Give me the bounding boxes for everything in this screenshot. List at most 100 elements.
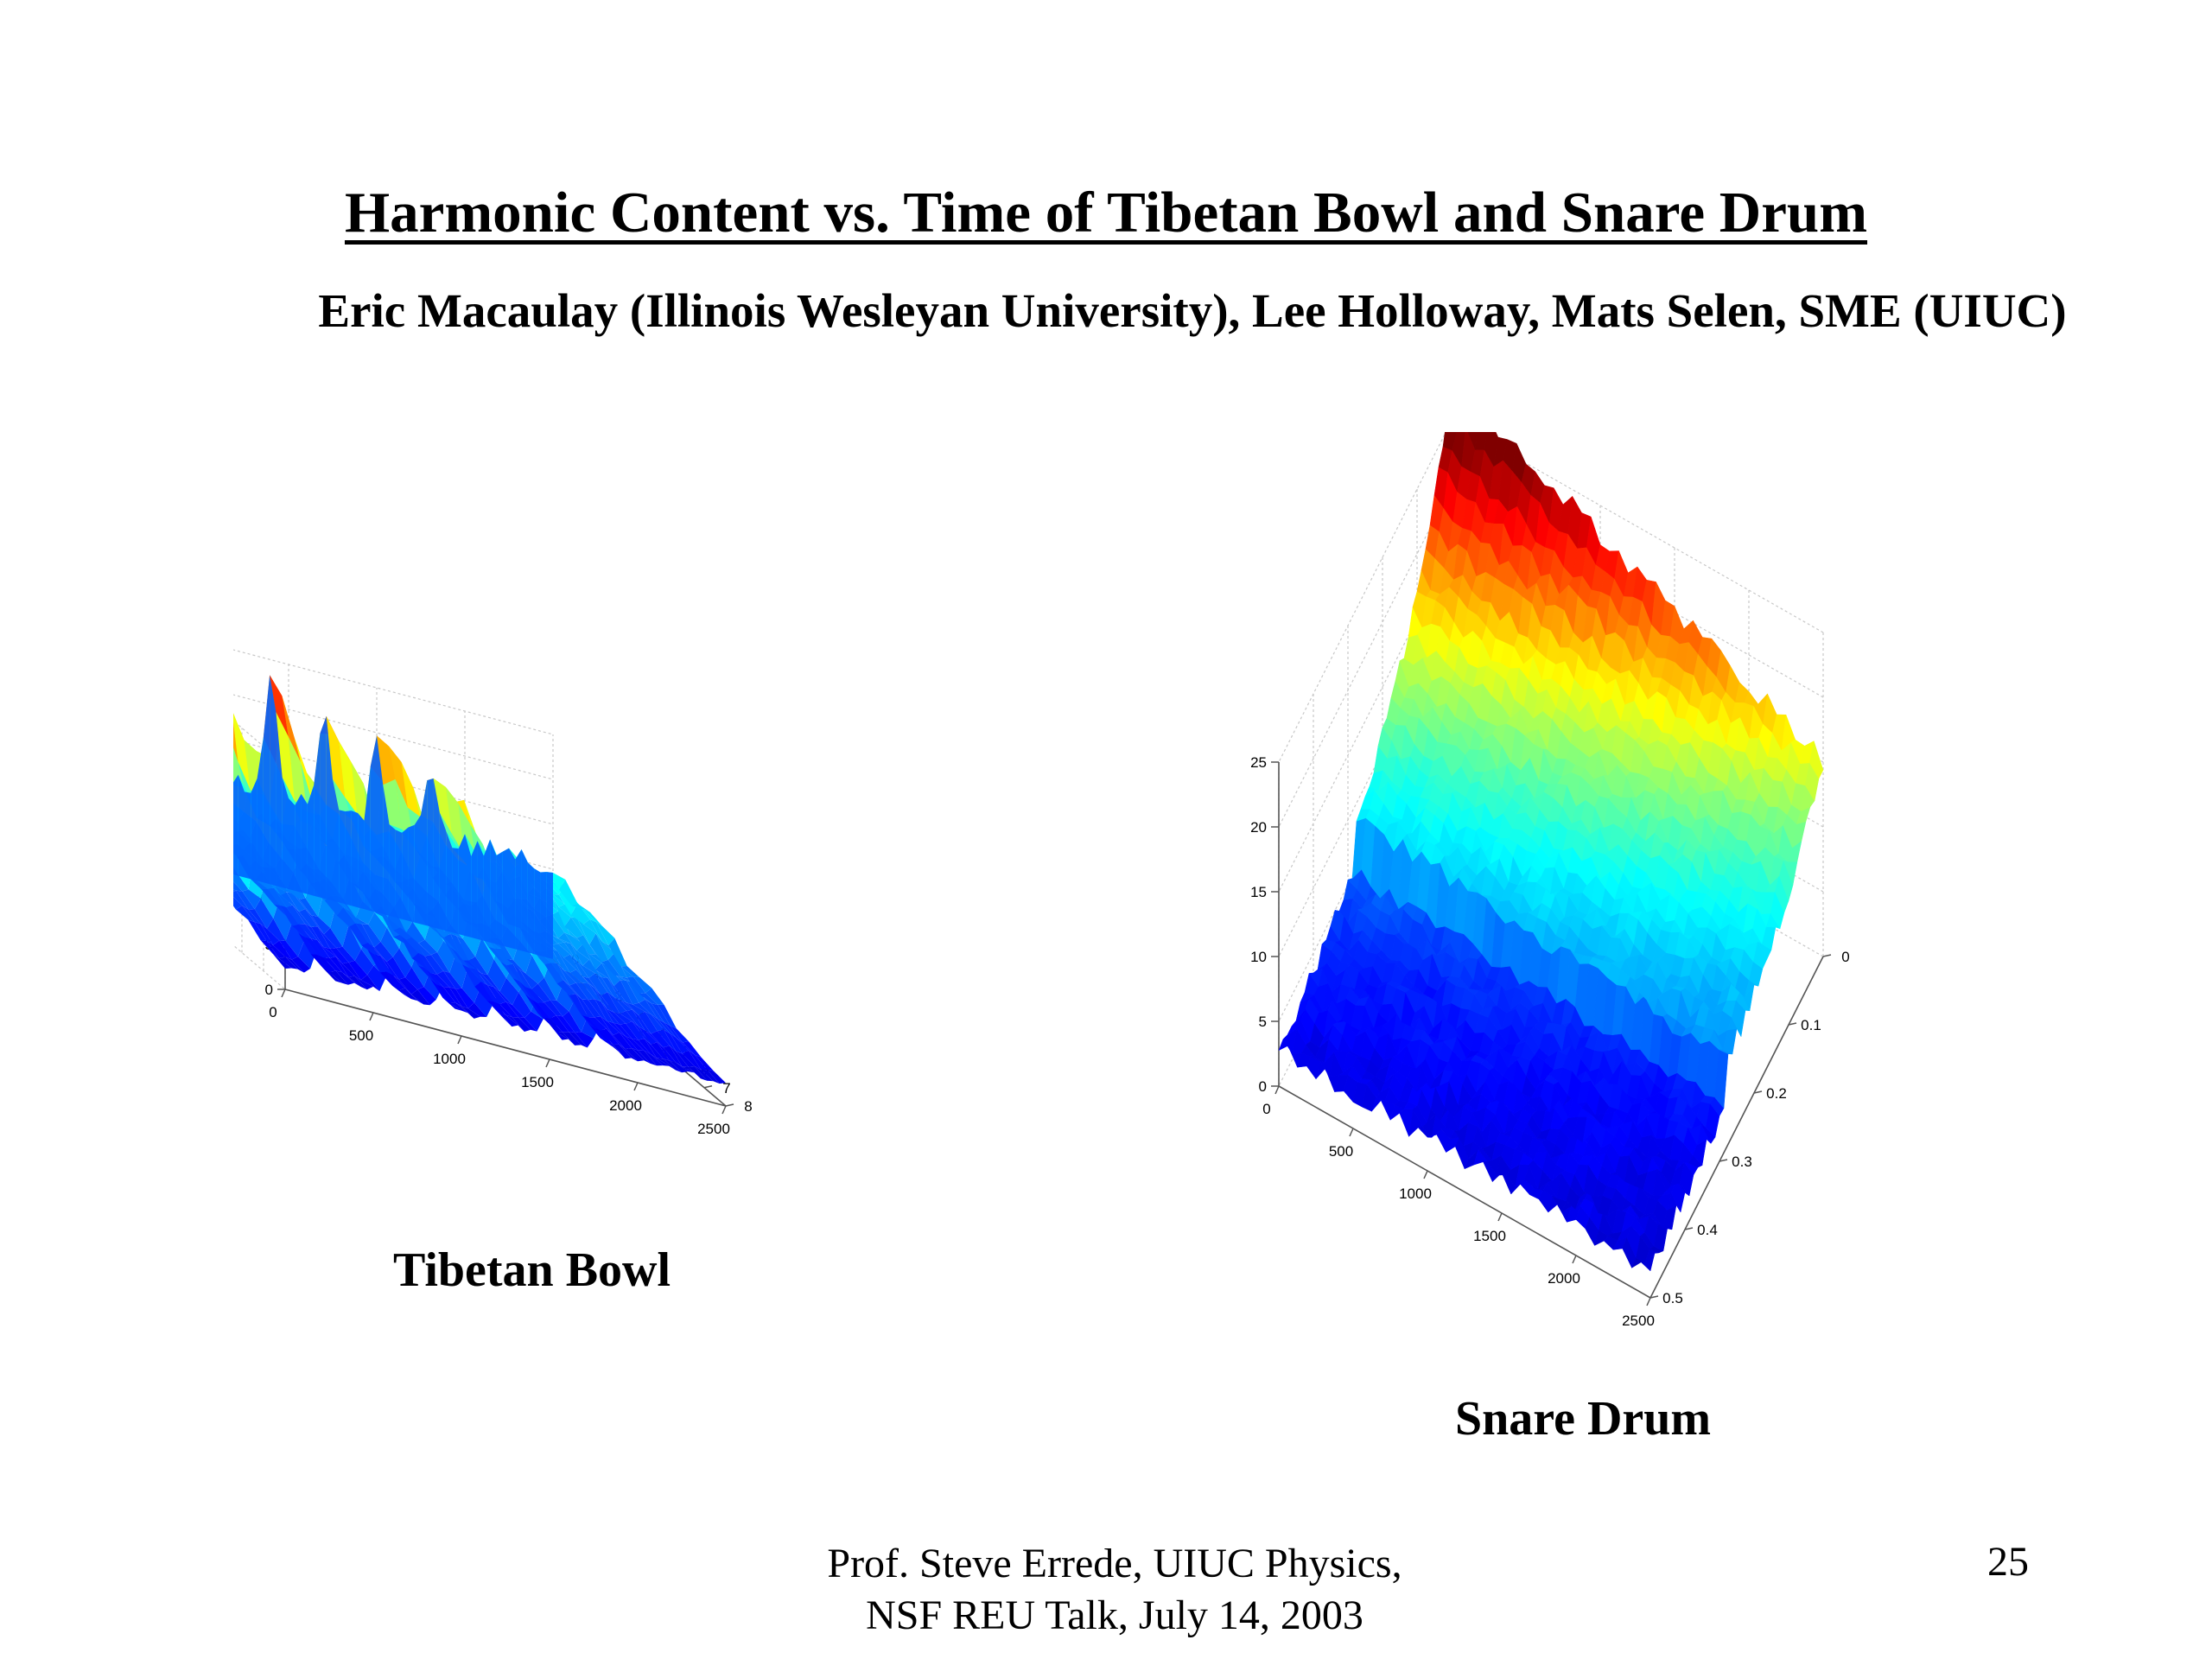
bowl-surface-patch [348,960,367,981]
bowl-surface-patch [326,715,346,798]
bowl-surface-patch [450,933,469,961]
bowl-surface-patch [550,963,570,986]
bowl-surface-patch [437,940,456,973]
bowl-surface-patch [563,979,582,1000]
bowl-surface-patch [462,964,481,987]
snare-z-tick-label: 10 [1250,949,1267,965]
bowl-surface-patch [430,952,450,973]
snare-y-tick [1753,1090,1763,1094]
bowl-surface-patch [644,1039,664,1059]
bowl-surface-patch [575,993,594,1018]
bowl-surface-patch [550,1024,569,1040]
bowl-surface-patch [317,940,336,958]
bowl-surface-patch [233,713,251,791]
bowl-x-tick-label: 1000 [433,1051,466,1067]
bowl-surface-patch [595,933,615,960]
bowl-surface-patch [468,956,488,976]
bowl-surface-patch [436,984,455,1003]
bowl-grid-line [233,944,286,990]
bowl-x-tick [457,1035,462,1045]
bowl-surface-patch [608,938,627,967]
bowl-surface-patch [557,932,577,951]
bowl-surface-patch [601,992,620,1014]
bowl-surface-patch [242,905,261,925]
bowl-surface-patch [329,970,348,985]
bowl-surface-patch [625,1047,645,1062]
bowl-surface-patch [449,987,468,1008]
bowl-surface-patch [311,915,331,935]
bowl-surface-patch [299,898,318,917]
snare-x-tick [1497,1212,1503,1222]
bowl-surface-patch [233,871,249,892]
bowl-surface-patch [581,1015,601,1039]
snare-y-tick-label: 0.4 [1697,1222,1718,1238]
bowl-surface-patch [626,1009,645,1031]
bowl-surface-patch [405,967,424,990]
bowl-surface-patch [588,983,607,1010]
bowl-surface-patch [506,963,525,988]
bowl-surface-patch [607,1009,626,1025]
bowl-surface-patch [613,1032,632,1050]
bowl-surface-patch [594,1027,613,1045]
bowl-surface-patch [304,937,324,957]
bowl-surface-patch [261,888,281,906]
bowl-x-tick-label: 2500 [697,1121,730,1137]
bowl-surface-patch [329,947,349,964]
bowl-surface-patch [317,926,337,949]
snare-x-tick-label: 0 [1262,1101,1270,1117]
bowl-skirt-patch [345,810,352,906]
bowl-skirt-patch [333,779,340,903]
bowl-surface-patch [613,996,632,1011]
bowl-surface-patch [248,919,267,942]
bowl-surface-patch [305,924,324,948]
bowl-skirt-patch [465,834,472,938]
bowl-surface-patch [594,973,614,997]
bowl-skirt-patch [351,810,359,908]
bowl-skirt-patch [339,810,346,905]
bowl-surface-patch [317,954,336,972]
bowl-skirt-patch [270,675,276,887]
bowl-surface-patch [537,1001,556,1019]
bowl-skirt-patch [233,774,238,876]
bowl-skirt-patch [320,715,327,899]
bowl-surface-patch [267,918,286,941]
bowl-surface-patch [282,696,301,763]
bowl-skirt-patch [483,839,491,943]
bowl-surface-patch [461,965,481,1003]
bowl-surface-patch [311,926,330,949]
bowl-surface-patch [298,932,317,955]
bowl-surface-patch [589,933,608,963]
bowl-surface-patch [569,1032,588,1048]
bowl-surface-patch [260,940,279,959]
bowl-surface-patch [505,1001,525,1018]
bowl-skirt-patch [471,841,478,939]
bowl-surface-patch [480,981,500,1005]
bowl-surface-patch [632,1039,651,1054]
bowl-surface-patch [487,946,507,966]
bowl-surface-patch [389,746,408,808]
bowl-surface-patch [274,887,293,907]
bowl-surface-patch [367,942,387,963]
bowl-surface-patch [386,971,405,990]
bowl-surface-patch [355,923,375,948]
snare-z-tick-label: 5 [1259,1014,1267,1030]
bowl-skirt-patch [458,834,465,936]
bowl-surface-patch [601,963,620,986]
bowl-surface-patch [310,954,330,972]
bowl-surface-patch [411,952,431,974]
bowl-surface-patch [583,918,602,942]
bowl-surface-patch [499,977,519,1006]
bowl-surface-patch [461,1006,480,1019]
bowl-surface-patch [682,1041,702,1058]
bowl-surface-patch [707,1070,726,1084]
bowl-surface-patch [607,1028,626,1050]
bowl-surface-patch [663,1046,683,1067]
bowl-surface-patch [626,1002,645,1016]
bowl-surface-patch [589,918,609,946]
bowl-surface-patch [543,1017,563,1033]
bowl-surface-patch [688,1050,708,1071]
bowl-surface-patch [632,1009,652,1034]
bowl-surface-patch [393,934,412,959]
bowl-surface-patch [651,1014,671,1033]
bowl-surface-patch [418,952,437,975]
